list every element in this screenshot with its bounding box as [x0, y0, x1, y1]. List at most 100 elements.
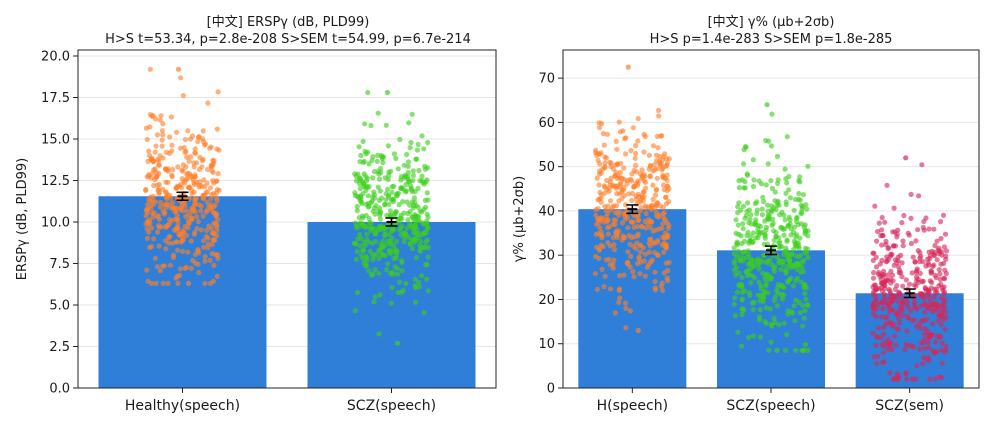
data-point — [385, 143, 391, 149]
y-tick-label: 20.0 — [41, 50, 70, 65]
data-point — [760, 194, 766, 200]
data-point — [163, 189, 169, 195]
error-bars — [626, 204, 916, 299]
data-point — [180, 208, 186, 214]
data-point — [786, 277, 793, 283]
data-point — [903, 376, 910, 382]
data-point — [412, 276, 418, 282]
data-point — [369, 157, 375, 163]
data-point — [363, 151, 369, 157]
data-point — [633, 143, 639, 149]
data-point — [743, 212, 750, 218]
data-point — [351, 240, 358, 246]
data-point — [880, 273, 886, 279]
data-point — [750, 307, 756, 313]
data-point — [191, 206, 197, 212]
data-point — [884, 314, 890, 320]
data-point — [386, 201, 392, 207]
data-point — [400, 288, 406, 294]
data-point — [654, 166, 660, 172]
data-point — [771, 315, 777, 321]
data-point — [617, 273, 623, 279]
data-point — [732, 295, 738, 301]
data-point — [734, 289, 741, 295]
data-point — [385, 176, 391, 183]
data-point — [390, 271, 396, 277]
data-point — [752, 201, 759, 207]
data-point — [756, 314, 763, 320]
data-point — [177, 266, 183, 272]
data-point — [600, 243, 606, 250]
data-point — [797, 235, 803, 241]
data-point — [160, 280, 166, 286]
data-point — [360, 215, 366, 221]
data-point — [150, 198, 156, 204]
data-point — [373, 229, 379, 235]
data-point — [411, 223, 417, 229]
data-point — [939, 374, 945, 380]
data-point — [802, 222, 808, 228]
data-point — [193, 195, 199, 201]
data-point — [211, 204, 217, 210]
data-point — [655, 237, 661, 243]
data-point — [624, 214, 631, 220]
data-point — [593, 212, 599, 218]
data-point — [735, 204, 741, 210]
data-point — [410, 168, 416, 174]
data-point — [783, 190, 789, 196]
data-point — [934, 238, 940, 244]
data-point — [785, 311, 791, 317]
data-point — [892, 243, 899, 249]
x-tick-label: SCZ(speech) — [726, 398, 815, 414]
y-tick-label: 30 — [538, 249, 555, 264]
data-point — [635, 138, 641, 144]
data-point — [776, 257, 782, 263]
data-point — [766, 347, 772, 353]
data-point — [214, 224, 220, 230]
data-point — [613, 138, 619, 144]
data-point — [610, 221, 616, 227]
data-point — [802, 227, 809, 234]
data-point — [405, 159, 412, 165]
data-point — [638, 205, 644, 211]
data-point — [170, 166, 176, 173]
data-point — [211, 158, 217, 164]
data-point — [874, 360, 880, 367]
data-point — [631, 224, 637, 230]
data-point — [199, 164, 205, 170]
data-point — [770, 216, 776, 222]
data-point — [608, 164, 614, 170]
data-point — [357, 231, 363, 238]
data-point — [592, 271, 599, 277]
data-point — [405, 234, 412, 240]
data-point — [389, 284, 395, 291]
data-point — [774, 153, 781, 159]
data-point — [900, 283, 906, 289]
data-point — [159, 128, 165, 134]
data-point — [394, 340, 401, 346]
data-point — [375, 168, 381, 175]
data-point — [215, 255, 221, 262]
data-point — [650, 196, 656, 202]
data-point — [619, 220, 626, 226]
data-point — [185, 280, 192, 286]
data-point — [752, 222, 758, 228]
data-point — [880, 350, 886, 356]
data-point — [740, 203, 747, 209]
data-point — [610, 205, 616, 211]
data-point — [394, 271, 401, 277]
data-point — [641, 131, 647, 137]
data-point — [926, 305, 933, 312]
data-point — [760, 270, 766, 276]
data-point — [920, 291, 926, 297]
data-point — [764, 260, 770, 266]
data-point — [752, 275, 758, 281]
data-point — [763, 305, 769, 311]
data-point — [794, 232, 800, 238]
data-point — [181, 145, 187, 151]
data-point — [167, 233, 173, 239]
data-point — [597, 171, 603, 177]
data-point — [914, 268, 920, 274]
data-point — [606, 185, 612, 191]
data-point — [887, 370, 893, 376]
